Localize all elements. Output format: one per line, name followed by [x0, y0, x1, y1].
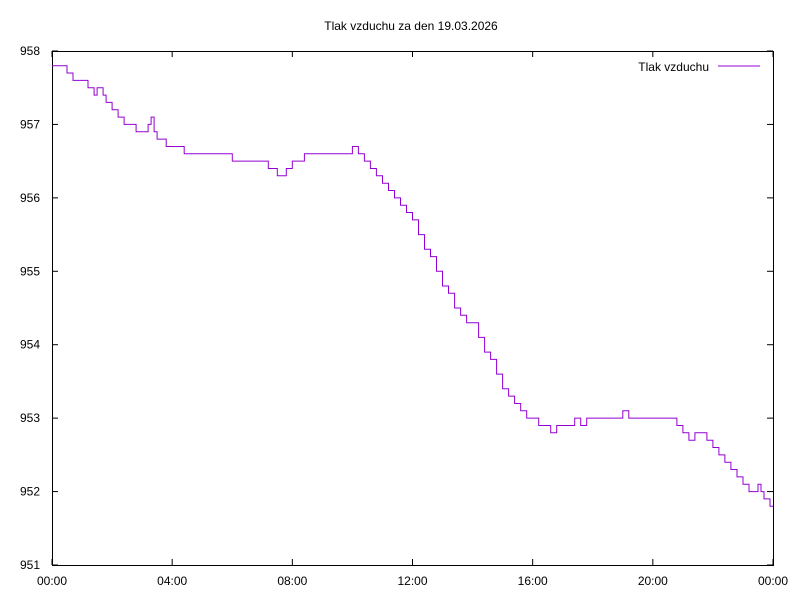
y-tick-label: 951	[20, 558, 40, 572]
y-tick-label: 958	[20, 44, 40, 58]
series-layer	[52, 65, 773, 507]
y-tick-label: 955	[20, 264, 40, 278]
x-tick-label: 00:00	[37, 574, 67, 588]
x-tick-label: 00:00	[758, 574, 788, 588]
legend-label: Tlak vzduchu	[638, 60, 709, 74]
x-tick-label: 16:00	[518, 574, 548, 588]
y-axis: 951 952 953 954 955 956 957 958	[20, 44, 773, 572]
chart-title: Tlak vzduchu za den 19.03.2026	[324, 19, 498, 33]
x-tick-label: 20:00	[638, 574, 668, 588]
y-tick-label: 956	[20, 191, 40, 205]
x-axis: 00:00 04:00 08:00 12:00 16:00 20:00 00:00	[37, 51, 788, 588]
x-tick-label: 12:00	[397, 574, 427, 588]
series-line	[52, 65, 773, 507]
legend: Tlak vzduchu	[638, 60, 760, 74]
y-tick-label: 954	[20, 338, 40, 352]
y-tick-label: 953	[20, 411, 40, 425]
y-tick-label: 957	[20, 117, 40, 131]
plot-frame	[52, 51, 774, 566]
x-tick-label: 08:00	[277, 574, 307, 588]
x-tick-label: 04:00	[157, 574, 187, 588]
y-tick-label: 952	[20, 485, 40, 499]
